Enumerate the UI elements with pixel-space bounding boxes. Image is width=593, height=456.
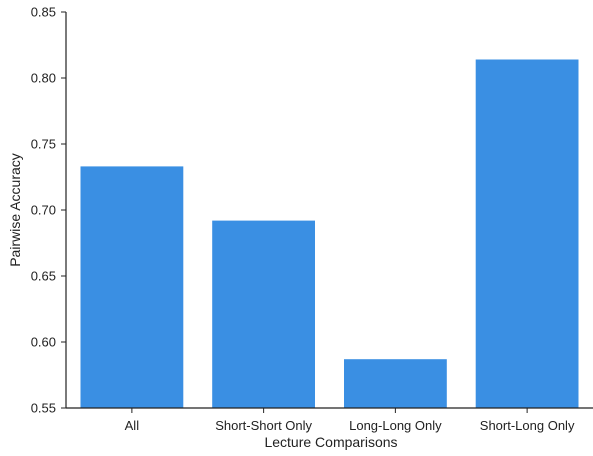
bar-short-long-only [475, 59, 579, 408]
y-axis-title: Pairwise Accuracy [7, 153, 23, 267]
x-tick-label: Short-Short Only [215, 418, 312, 433]
bar-all [80, 166, 184, 408]
x-ticks: All Short-Short Only Long-Long Only Short-L… [125, 408, 575, 433]
bar-long-long-only [344, 359, 447, 408]
x-tick-label: Long-Long Only [349, 418, 442, 433]
x-axis-title: Lecture Comparisons [264, 434, 397, 450]
plot-area [80, 59, 579, 408]
y-tick-label: 0.60 [31, 335, 56, 350]
y-tick-label: 0.70 [31, 203, 56, 218]
y-ticks: 0.55 0.60 0.65 0.70 0.75 0.80 0.85 [31, 5, 66, 416]
y-tick-label: 0.80 [31, 71, 56, 86]
y-tick-label: 0.55 [31, 401, 56, 416]
y-tick-label: 0.65 [31, 269, 56, 284]
bar-short-short-only [212, 220, 315, 408]
y-tick-label: 0.85 [31, 5, 56, 20]
x-tick-label: All [125, 418, 140, 433]
y-tick-label: 0.75 [31, 137, 56, 152]
x-tick-label: Short-Long Only [480, 418, 575, 433]
